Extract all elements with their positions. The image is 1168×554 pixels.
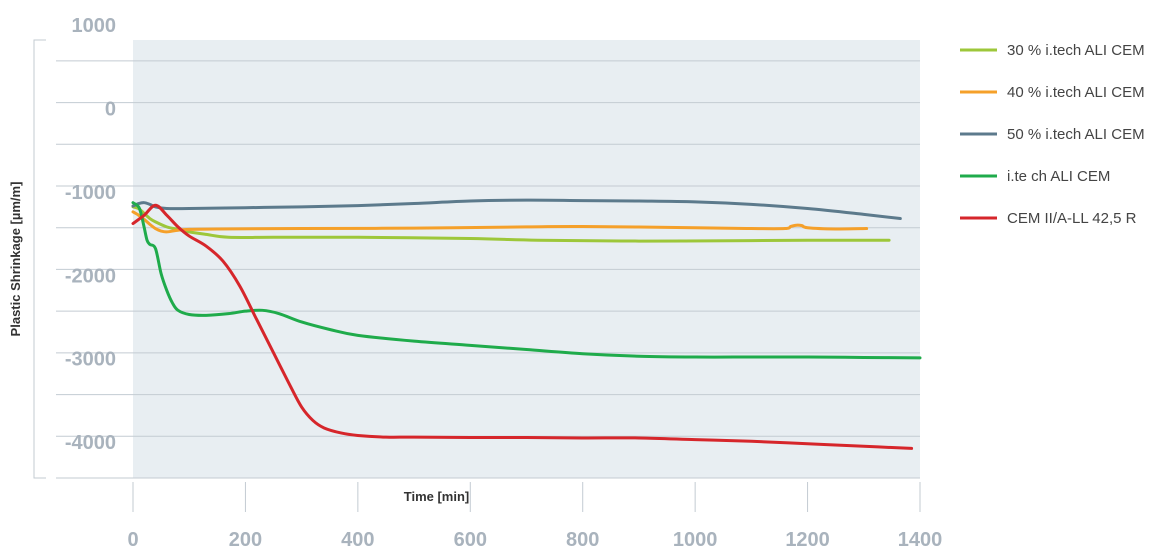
legend-label: i.te ch ALI CEM [1007,168,1110,185]
legend-label: 30 % i.tech ALI CEM [1007,42,1145,59]
x-tick-label: 600 [454,529,487,551]
legend: 30 % i.tech ALI CEM 40 % i.tech ALI CEM 50… [960,42,1145,227]
y-tick-label: -3000 [65,349,116,371]
legend-label: 40 % i.tech ALI CEM [1007,84,1145,101]
x-tick-label: 400 [341,529,374,551]
series-line-4 [131,201,922,360]
y-tick-label: -1000 [65,182,116,204]
x-tick-label: 0 [127,529,138,551]
legend-label: CEM II/A-LL 42,5 R [1007,210,1137,227]
y-tick-label: -2000 [65,265,116,287]
y-tick-label: -4000 [65,432,116,454]
x-tick-label: 1400 [898,529,943,551]
series-line-3 [131,198,902,221]
y-axis-bracket [33,39,46,479]
legend-label: 50 % i.tech ALI CEM [1007,126,1145,143]
plot-background [133,40,920,478]
x-tick-label: 200 [229,529,262,551]
series-lines [131,198,922,450]
y-axis-title: Plastic Shrinkage [µm/m] [8,182,23,337]
x-axis-title: Time [min] [404,489,470,504]
x-tick-label: 800 [566,529,599,551]
y-axis: 1000 0 -1000 -2000 -3000 -4000 [33,15,117,479]
series-line-2 [131,210,869,234]
series-line-5 [131,203,914,450]
series-line-1 [131,205,891,243]
x-axis: 0 200 400 600 800 1000 1200 1400 [127,482,942,551]
x-tick-label: 1000 [673,529,718,551]
y-tick-label: 1000 [72,15,117,37]
x-tick-label: 1200 [785,529,830,551]
y-tick-label: 0 [105,98,116,120]
plot-area [133,40,920,478]
